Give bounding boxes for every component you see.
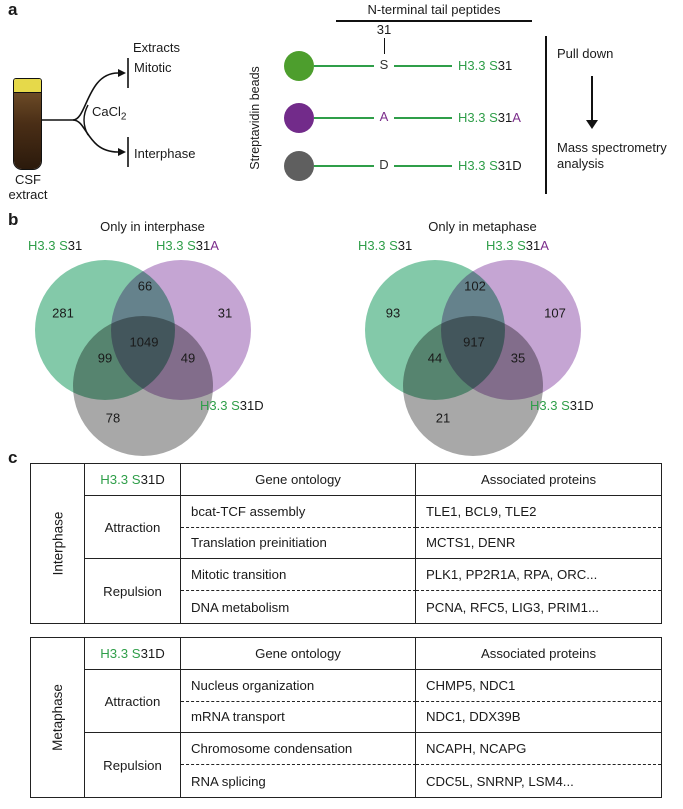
position-31-label: 31 bbox=[376, 22, 392, 37]
table1-header-gene-ontology: Gene ontology bbox=[181, 464, 416, 496]
workflow-divider bbox=[545, 36, 547, 194]
peptide-label-s31: H3.3 S31 bbox=[458, 58, 513, 73]
interphase-label: Interphase bbox=[134, 146, 196, 161]
venn2-count-s31-only: 93 bbox=[385, 305, 401, 321]
venn2-label-s31d: H3.3 S31D bbox=[530, 398, 594, 413]
table2-header-associated: Associated proteins bbox=[416, 638, 661, 670]
venn1-count-s31a-only: 31 bbox=[217, 305, 233, 321]
table2-group-attraction: Attraction bbox=[85, 669, 181, 734]
venn2-label-s31a: H3.3 S31A bbox=[486, 238, 549, 253]
table2-proteins-cell: CHMP5, NDC1 bbox=[416, 670, 661, 702]
table1-ontology-cell: bcat-TCF assembly bbox=[181, 495, 416, 528]
venn-metaphase: 93 102 107 44 917 35 21 H3.3 S31D bbox=[355, 256, 615, 456]
table1-group-repulsion: Repulsion bbox=[85, 559, 181, 623]
extract-split-connector bbox=[42, 58, 129, 167]
venn2-count-all: 917 bbox=[463, 334, 485, 350]
workflow-arrow-line bbox=[591, 76, 593, 120]
bead-gray-icon bbox=[284, 151, 314, 181]
table2-header-gene-ontology: Gene ontology bbox=[181, 638, 416, 670]
phase-label-metaphase: Metaphase bbox=[31, 638, 85, 797]
table2-ontology-cell: mRNA transport bbox=[181, 701, 416, 734]
venn2-count-s31-s31d: 44 bbox=[427, 350, 443, 366]
table2-ontology-cell: RNA splicing bbox=[181, 765, 416, 797]
tube-body bbox=[14, 93, 41, 169]
cacl2-label: CaCl2 bbox=[92, 104, 127, 123]
table2-proteins-cell: CDC5L, SNRNP, LSM4... bbox=[426, 773, 574, 789]
venn1-count-s31a-s31d: 49 bbox=[180, 350, 196, 366]
table1-proteins-cell: MCTS1, DENR bbox=[416, 528, 661, 560]
table2-ontology-cell: Chromosome condensation bbox=[181, 733, 416, 766]
pull-down-label: Pull down bbox=[557, 46, 614, 61]
position-31-tick bbox=[383, 38, 386, 54]
venn2-count-s31d-only: 21 bbox=[435, 410, 451, 426]
venn2-count-s31a-s31d: 35 bbox=[510, 350, 526, 366]
table1-header-associated: Associated proteins bbox=[416, 464, 661, 496]
table2-group-repulsion: Repulsion bbox=[85, 733, 181, 797]
mass-spec-label-line1: Mass spectrometry bbox=[557, 140, 667, 155]
venn1-count-s31-s31a: 66 bbox=[137, 278, 153, 294]
peptides-header-underline bbox=[336, 20, 532, 22]
metaphase-table: Metaphase H3.3 S 31D Gene ontology Associ… bbox=[30, 637, 662, 798]
table1-ontology-cell: Translation preinitiation bbox=[181, 527, 416, 560]
venn-metaphase-title: Only in metaphase bbox=[428, 219, 537, 234]
tube-cap bbox=[14, 79, 41, 93]
venn2-count-s31a-only: 107 bbox=[544, 305, 566, 321]
panel-a-label: a bbox=[8, 0, 18, 19]
workflow-arrowhead-icon bbox=[586, 120, 598, 129]
venn2-circle-s31d bbox=[403, 316, 543, 456]
venn2-label-s31: H3.3 S31 bbox=[358, 238, 413, 253]
panel-c-label: c bbox=[8, 448, 18, 467]
streptavidin-beads-axis: Streptavidin beads bbox=[248, 65, 263, 170]
table1-proteins-cell: TLE1, BCL9, TLE2 bbox=[416, 496, 661, 528]
bead-purple-icon bbox=[284, 103, 314, 133]
phase-label-interphase: Interphase bbox=[31, 464, 85, 623]
venn2-count-s31-s31a: 102 bbox=[464, 278, 486, 294]
table1-group-attraction: Attraction bbox=[85, 495, 181, 560]
panel-b-label: b bbox=[8, 210, 19, 229]
venn1-label-s31: H3.3 S31 bbox=[28, 238, 83, 253]
mass-spec-label-line2: analysis bbox=[557, 156, 604, 171]
venn1-circle-s31d bbox=[73, 316, 213, 456]
table2-ontology-cell: Nucleus organization bbox=[181, 669, 416, 702]
venn1-count-all: 1049 bbox=[129, 334, 159, 350]
venn-interphase: 281 66 31 99 1049 49 78 H3.3 S31D bbox=[25, 256, 285, 456]
csf-extract-caption: CSF extract bbox=[8, 172, 48, 202]
table2-header-s31d: H3.3 S 31D bbox=[85, 638, 181, 670]
bead-green-icon bbox=[284, 51, 314, 81]
table1-ontology-cell: Mitotic transition bbox=[181, 559, 416, 592]
table1-ontology-cell: DNA metabolism bbox=[181, 591, 416, 623]
mitotic-label: Mitotic bbox=[134, 60, 172, 75]
peptides-header: N-terminal tail peptides bbox=[367, 2, 501, 17]
table2-proteins-cell: NCAPH, NCAPG bbox=[416, 733, 661, 766]
table2-proteins-cell: NDC1, DDX39B bbox=[416, 702, 661, 734]
venn1-count-s31d-only: 78 bbox=[105, 410, 121, 426]
residue-a: A bbox=[374, 109, 394, 124]
residue-d: D bbox=[374, 157, 394, 172]
venn1-count-s31-s31d: 99 bbox=[97, 350, 113, 366]
residue-s: S bbox=[374, 57, 394, 72]
venn1-count-s31-only: 281 bbox=[52, 305, 74, 321]
peptide-label-s31a: H3.3 S31A bbox=[458, 110, 521, 125]
venn-interphase-title: Only in interphase bbox=[100, 219, 205, 234]
venn1-label-s31d: H3.3 S31D bbox=[200, 398, 264, 413]
csf-tube-icon bbox=[13, 78, 42, 170]
peptide-label-s31d: H3.3 S31D bbox=[458, 158, 522, 173]
interphase-table: Interphase H3.3 S 31D Gene ontology Assoc… bbox=[30, 463, 662, 624]
table1-header-s31d: H3.3 S 31D bbox=[85, 464, 181, 496]
table1-proteins-cell: PCNA, RFC5, LIG3, PRIM1... bbox=[426, 599, 599, 615]
extracts-label: Extracts bbox=[133, 40, 180, 55]
venn1-label-s31a: H3.3 S31A bbox=[156, 238, 219, 253]
table1-proteins-cell: PLK1, PP2R1A, RPA, ORC... bbox=[416, 559, 661, 592]
